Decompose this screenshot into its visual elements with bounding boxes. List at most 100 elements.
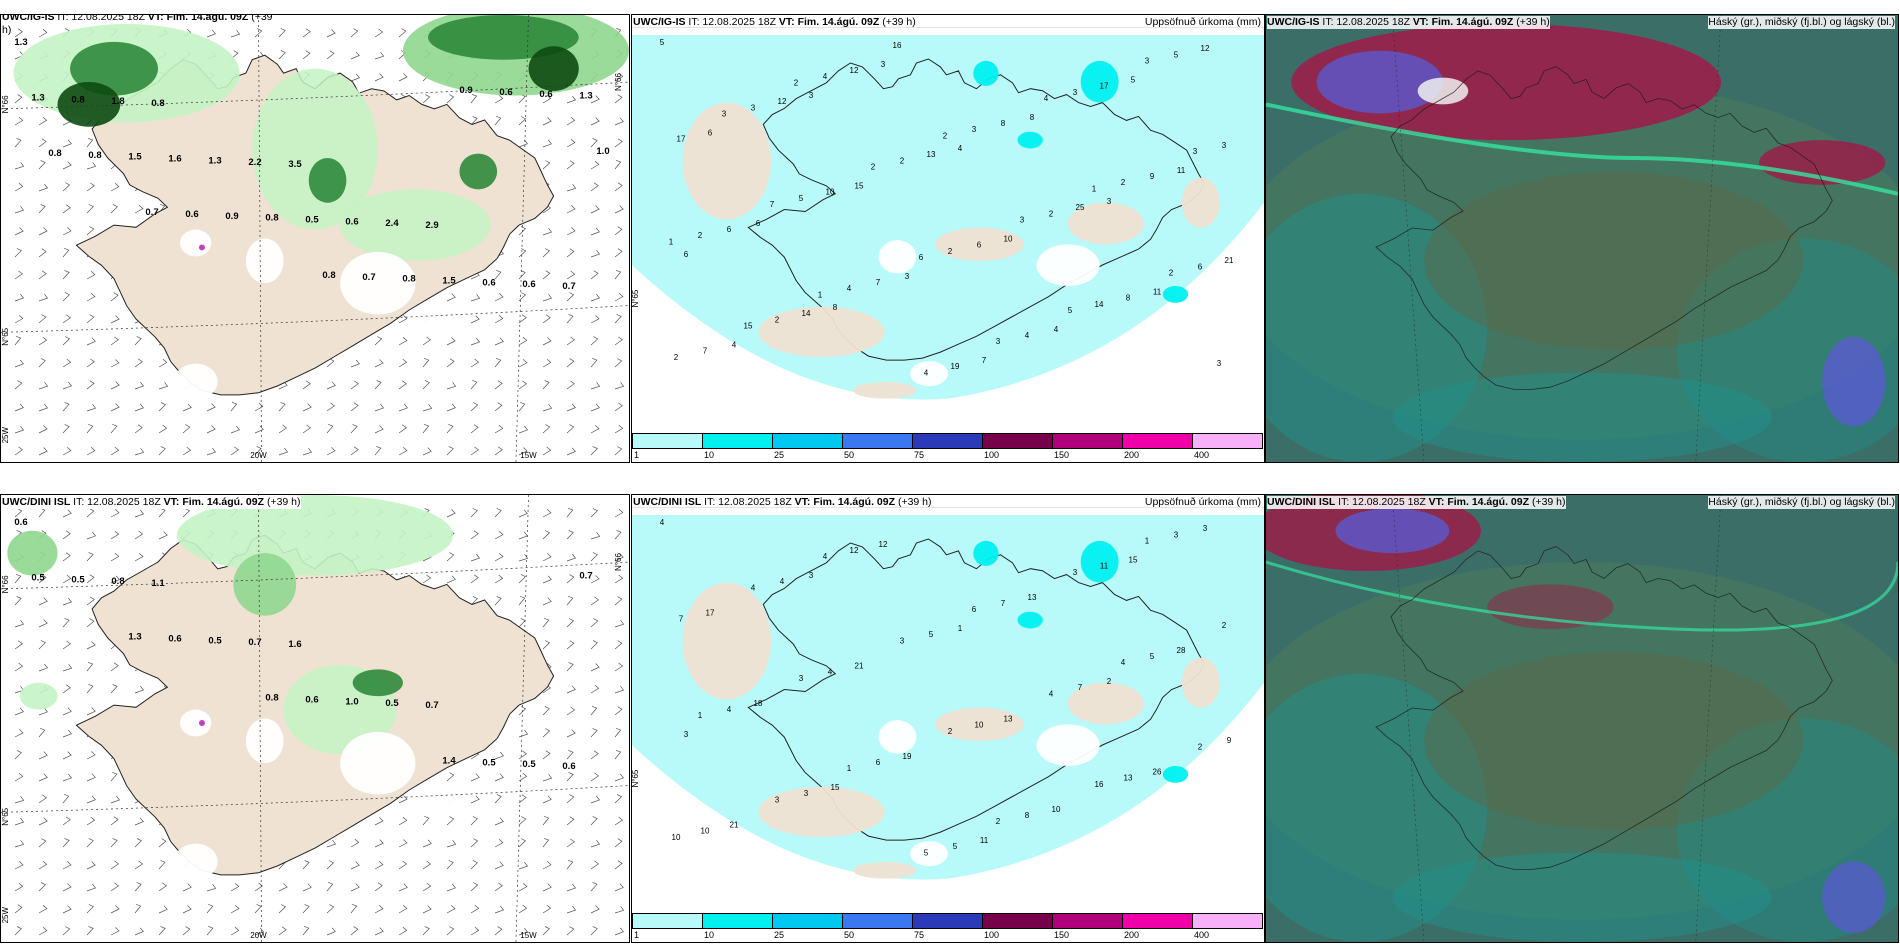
precip-area: [233, 553, 297, 616]
precip-value: 2.9: [425, 220, 438, 231]
precip-value: 21: [855, 661, 864, 670]
precip-value: 3: [1107, 197, 1112, 206]
precip-value: 6: [727, 225, 732, 234]
latitude-label: N°65: [1, 327, 10, 345]
precip-value: 6: [876, 758, 881, 767]
precip-value: 3: [809, 91, 814, 100]
precip-value: 1.8: [111, 96, 124, 107]
panel-title: UWC/DINI ISL IT: 12.08.2025 18Z VT: Fim.…: [1267, 496, 1566, 509]
precip-value: 2: [871, 163, 876, 172]
precip-value: 11: [1153, 287, 1162, 296]
dry-land: [682, 582, 772, 700]
precip-area: [528, 46, 579, 91]
map-canvas: N°65431231511151721132621121328181910345…: [632, 495, 1264, 912]
precip-wind-map-dini: N°66 N°65 25W 20W 15W N°66 0.6 1.1 1.6 0.7 0.6 0.8 0…: [0, 494, 630, 943]
precip-value: 2: [900, 156, 905, 165]
legend-tick-label: 10: [704, 930, 715, 940]
precip-value: 21: [1225, 256, 1234, 265]
high-cloud: [1487, 584, 1614, 630]
accumulated-precip-map-dini: N°65 4 3 1 2 3 15 11 15 17 21 13 26 21 12 13 28 18 19 10 3 4 5…: [631, 494, 1265, 943]
model-name: UWC/IG-IS: [2, 14, 55, 23]
precip-value: 1.5: [442, 275, 456, 286]
legend-tick-label: 150: [1054, 450, 1070, 460]
dry-land: [758, 306, 885, 357]
precip-value: 1: [669, 237, 674, 246]
init-time: IT: 12.08.2025 18Z: [70, 496, 164, 508]
precip-value: 0.6: [305, 694, 318, 705]
precip-value: 3: [1193, 147, 1198, 156]
accumulated-precip-map-igis: N°65 5 3 4 3 6 8 7 5 6 15 10 11 4 3 8 11 6 3 4 12 12 13 25 21 14 1…: [631, 14, 1265, 463]
glacier: [179, 709, 212, 737]
precip-value: 0.8: [111, 576, 124, 587]
legend-swatch: [1052, 433, 1123, 449]
precip-value: 5: [924, 848, 929, 857]
precip-value: 5: [929, 630, 934, 639]
precip-value: 3: [809, 571, 814, 580]
valid-time: VT: Fim. 14.ágú. 09Z: [163, 496, 265, 508]
precip-value: 17: [706, 608, 715, 617]
precip-value: 3: [881, 60, 886, 69]
precip-value: 1: [958, 624, 963, 633]
valid-time: VT: Fim. 14.ágú. 09Z: [778, 16, 880, 28]
dry-land: [853, 861, 917, 879]
precip-value: 17: [677, 135, 686, 144]
precip-value: 1.1: [151, 578, 165, 589]
longitude-label: 25W: [1, 907, 10, 924]
panel-title: UWC/DINI ISL IT: 12.08.2025 18Z VT: Fim.…: [633, 496, 932, 509]
precip-value: 3: [1073, 88, 1078, 97]
longitude-label: 20W: [250, 451, 267, 460]
precip-value: 21: [730, 820, 739, 829]
precip-value: 0.6: [168, 633, 181, 644]
map-canvas: N°66 N°65 25W 20W 15W N°66 1.3 0.8 3.5 2.9 0.7 1.8 2…: [1, 15, 629, 462]
precip-value: 6: [708, 128, 713, 137]
panel-title: UWC/DINI ISL IT: 12.08.2025 18Z VT: Fim.…: [2, 496, 301, 509]
legend-tick-label: 400: [1194, 930, 1210, 940]
precip-value: 7: [703, 347, 708, 356]
precip-value: 26: [1153, 767, 1162, 776]
precip-value: 0.8: [88, 150, 101, 161]
precip-value: 2: [1222, 621, 1227, 630]
low-cloud: [1392, 372, 1772, 462]
precip-area: [19, 682, 58, 710]
cloud-legend-label: Háský (gr.), miðský (fj.bl.) og lágský (…: [1708, 496, 1895, 509]
precip-value: 2: [794, 78, 799, 87]
dry-land: [682, 102, 772, 220]
precip-area: [7, 530, 58, 576]
lead-time: (+39 h): [895, 496, 932, 508]
glacier: [910, 841, 948, 867]
precip-value: 10: [672, 833, 681, 842]
longitude-label: 20W: [250, 931, 267, 940]
panel-title: UWC/IG-IS IT: 12.08.2025 18Z VT: Fim. 14…: [1267, 16, 1550, 29]
precip-value: 0.8: [265, 693, 278, 704]
init-time: IT: 12.08.2025 18Z: [701, 496, 795, 508]
heavy-precip: [1080, 60, 1119, 103]
map-canvas: N°65534368756151011438116341212132521141…: [632, 15, 1264, 432]
init-time: IT: 12.08.2025 18Z: [1319, 16, 1413, 28]
precip-value: 10: [1004, 234, 1013, 243]
legend-swatch: [702, 913, 773, 929]
legend-tick-label: 25: [774, 450, 785, 460]
precip-value: 7: [1078, 683, 1083, 692]
precip-value: 5: [1150, 652, 1155, 661]
latitude-label: N°66: [1, 95, 10, 113]
high-cloud: [1335, 508, 1450, 554]
legend-swatch: [702, 433, 773, 449]
precip-value: 3: [775, 795, 780, 804]
iceland-coastline: [1375, 546, 1833, 870]
precip-value: 4: [823, 552, 828, 561]
precip-value: 0.8: [265, 213, 278, 224]
precip-value: 16: [893, 41, 902, 50]
units-label: Uppsöfnuð úrkoma (mm): [1144, 16, 1261, 28]
high-cloud: [1822, 336, 1886, 427]
precip-value: 4: [727, 705, 732, 714]
glacier: [245, 238, 284, 284]
precip-value: 0.6: [522, 279, 535, 290]
precip-value: 4: [958, 144, 963, 153]
precip-value: 6: [972, 605, 977, 614]
latitude-label: N°65: [632, 769, 640, 787]
precip-value: 3: [722, 110, 727, 119]
precip-value: 10: [975, 721, 984, 730]
legend-tick-label: 150: [1054, 930, 1070, 940]
precip-value: 0.5: [522, 759, 536, 770]
precip-value: 1.0: [596, 146, 609, 157]
